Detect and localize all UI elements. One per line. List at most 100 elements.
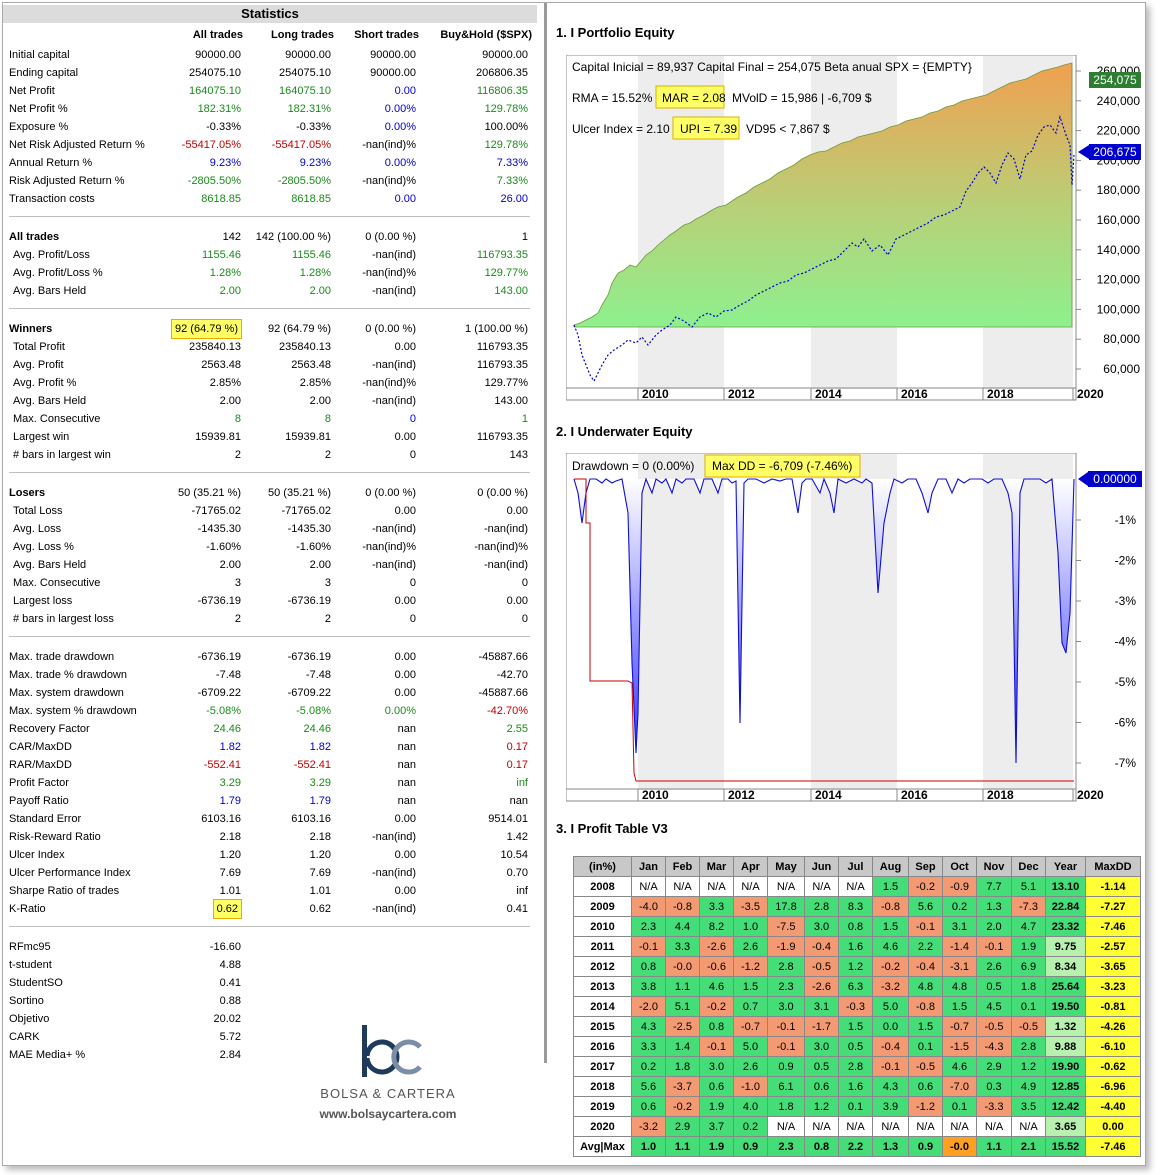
profit-cell: -6.96: [1085, 1076, 1141, 1097]
stats-header: Short trades: [354, 29, 419, 41]
stats-label: Largest loss: [13, 595, 73, 607]
stats-value: 0: [409, 577, 416, 589]
profit-cell: -2.5: [665, 1016, 700, 1037]
stats-value: -45887.66: [478, 687, 528, 699]
stats-row: Avg. Bars Held 2.00 2.00 -nan(ind) -nan(ind): [3, 556, 537, 574]
bc-logo-icon: [362, 1025, 422, 1077]
profit-cell: 1.5: [733, 976, 768, 997]
stats-value: -0.33%: [296, 121, 331, 133]
stats-label: Ending capital: [9, 67, 79, 79]
profit-cell: -0.8: [872, 896, 909, 917]
profit-header-cell: MaxDD: [1085, 856, 1141, 877]
logo: BOLSA & CARTERA www.bolsaycartera.com: [303, 1023, 473, 1121]
stats-value: -55417.05%: [181, 139, 241, 151]
stats-value: 6103.16: [291, 813, 331, 825]
stats-value: 0.41: [506, 903, 528, 915]
profit-cell: 8.3: [838, 896, 873, 917]
stats-value: 116793.35: [476, 431, 528, 443]
rma-label: RMA = 15.52%: [572, 91, 653, 105]
profit-cell: -0.4: [872, 1036, 909, 1057]
profit-row: 2010 2.3 4.4 8.2 1.0 -7.5 3.0 0.8 1.5 -0.1 3.1 2.0 4…: [573, 916, 1141, 937]
profit-cell: 6.1: [767, 1076, 805, 1097]
stats-value: 1.82: [309, 741, 331, 753]
stats-value: 0: [409, 613, 416, 625]
stats-value: 1.01: [219, 885, 241, 897]
stats-value: 182.31%: [197, 103, 241, 115]
profit-cell: -0.4: [908, 956, 943, 977]
profit-cell: 4.0: [733, 1096, 768, 1117]
stats-value: -552.41: [203, 759, 241, 771]
stats-value: 0.17: [506, 759, 528, 771]
stats-label: Avg. Bars Held: [13, 559, 87, 571]
stats-value: -nan(ind): [371, 831, 416, 843]
profit-cell: 0.6: [804, 1076, 839, 1097]
buy-hold-line: [573, 114, 1075, 383]
profit-cell: -6.10: [1085, 1036, 1141, 1057]
profit-cell: -0.1: [767, 1036, 805, 1057]
stats-row: Payoff Ratio 1.79 1.79 nan nan: [3, 792, 537, 810]
maxdd-highlight: [704, 454, 861, 478]
stats-value: 90000.00: [370, 49, 416, 61]
stats-value: 1: [521, 231, 528, 243]
stats-value: -42.70: [496, 669, 528, 681]
profit-row: 2014 -2.0 5.1 -0.2 0.7 3.0 3.1 -0.3 5.0 -0.8 1.5 4.…: [573, 996, 1141, 1017]
stats-value: -nan(ind)%: [474, 541, 528, 553]
profit-cell: 0.9: [767, 1056, 805, 1077]
y-tick-label: -5%: [1115, 675, 1137, 689]
x-tick-label: 2012: [728, 387, 755, 401]
profit-cell: 0.9: [733, 1136, 768, 1157]
profit-cell: 2.1: [1011, 1136, 1046, 1157]
equity-value-box: [1089, 72, 1141, 88]
stats-label: Max. Consecutive: [13, 413, 101, 425]
stats-value: 2.18: [309, 831, 331, 843]
y-tick-label: 60,000: [1103, 362, 1140, 376]
stats-row: Exposure % -0.33% -0.33% 0.00% 100.00%: [3, 118, 537, 136]
profit-cell: 0.0: [872, 1016, 909, 1037]
stats-value: 0.00: [394, 341, 416, 353]
profit-cell: 9.75: [1045, 936, 1086, 957]
profit-cell: -0.3: [838, 996, 873, 1017]
panel-divider[interactable]: [544, 3, 547, 1063]
profit-cell: 2011: [573, 936, 632, 957]
stats-label: Sharpe Ratio of trades: [9, 885, 120, 897]
profit-cell: 2.8: [804, 896, 839, 917]
profit-row: 2011 -0.1 3.3 -2.6 2.6 -1.9 -0.4 1.6 4.6 2.2 -1.4-…: [573, 936, 1141, 957]
bh-arrow: [1078, 145, 1089, 159]
profit-header-row: (in%) Jan Feb Mar Apr May Jun Jul Aug Sep Oct Nov De…: [573, 856, 1141, 877]
profit-cell: 8.34: [1045, 956, 1086, 977]
stats-row: Avg. Bars Held 2.00 2.00 -nan(ind) 143.00: [3, 282, 537, 300]
stats-value: nan: [397, 741, 416, 753]
equity-value-label: 254,075: [1093, 73, 1137, 87]
profit-cell: -1.7: [804, 1016, 839, 1037]
stats-value: 8618.85: [201, 193, 241, 205]
stats-value: -2805.50%: [187, 175, 241, 187]
profit-header-cell: Jan: [631, 856, 666, 877]
profit-cell: -4.0: [631, 896, 666, 917]
profit-cell: 1.3: [976, 896, 1012, 917]
stats-value: 116806.35: [476, 85, 528, 97]
profit-cell: 1.1: [976, 1136, 1012, 1157]
profit-cell: 5.0: [733, 1036, 768, 1057]
profit-cell: -0.8: [665, 896, 700, 917]
profit-cell: 0.8: [631, 956, 666, 977]
profit-cell: -7.46: [1085, 916, 1141, 937]
stats-row: Largest win 15939.81 15939.81 0.00 116793.35: [3, 428, 537, 446]
profit-cell: 4.8: [908, 976, 943, 997]
stats-value: -nan(ind)%: [362, 267, 416, 279]
profit-cell: -0.6: [699, 956, 734, 977]
stats-value: 0.00: [394, 669, 416, 681]
stats-value: 90000.00: [285, 49, 331, 61]
stats-label: Max. system % drawdown: [9, 705, 137, 717]
stats-value: 2.84: [219, 1049, 241, 1061]
profit-cell: 4.3: [631, 1016, 666, 1037]
stats-row: Net Profit 164075.10 164075.10 0.00 116806.3…: [3, 82, 537, 100]
profit-header-cell: Aug: [872, 856, 909, 877]
stats-value: 1.20: [219, 849, 241, 861]
profit-cell: 1.9: [699, 1096, 734, 1117]
stats-label: Net Profit: [9, 85, 55, 97]
profit-cell: 2010: [573, 916, 632, 937]
stats-value: 0.00: [394, 505, 416, 517]
stats-value: nan: [397, 723, 416, 735]
stats-value: 0.00: [394, 687, 416, 699]
profit-cell: 1.0: [631, 1136, 666, 1157]
